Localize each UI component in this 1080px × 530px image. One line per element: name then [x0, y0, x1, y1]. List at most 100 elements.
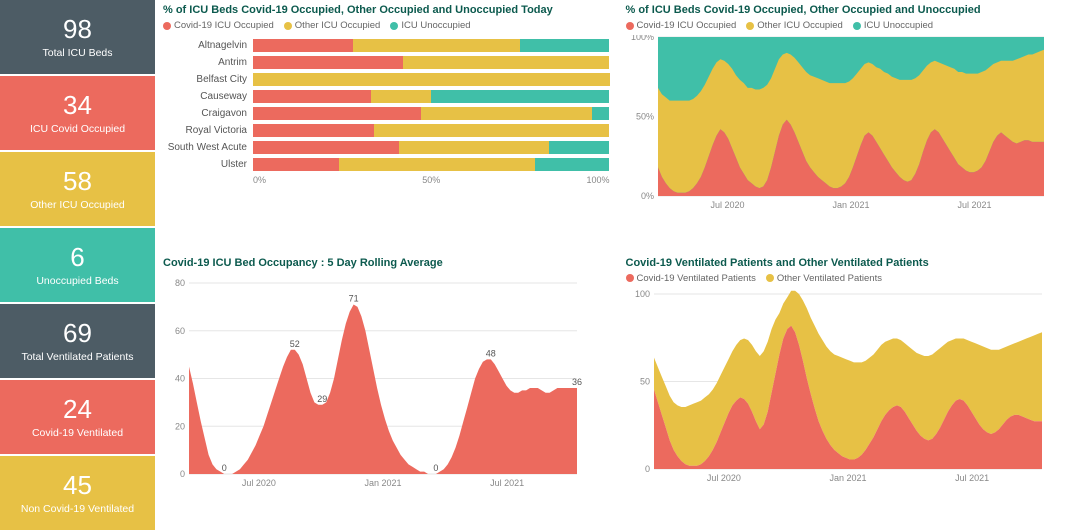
bar-segment: [253, 141, 399, 154]
svg-text:60: 60: [175, 325, 185, 335]
chart-stacked-area: % of ICU Beds Covid-19 Occupied, Other O…: [618, 0, 1080, 253]
kpi-label: Other ICU Occupied: [26, 199, 129, 211]
bar-track: [253, 107, 610, 120]
svg-text:Jul 2021: Jul 2021: [957, 200, 991, 210]
x-tick: 100%: [491, 175, 610, 185]
bar-label: Craigavon: [163, 108, 253, 119]
svg-text:Jul 2021: Jul 2021: [955, 473, 989, 483]
peak-label: 48: [486, 348, 496, 358]
legend-text: Covid-19 ICU Occupied: [174, 20, 274, 31]
bar-segment: [520, 39, 609, 52]
kpi-value: 58: [63, 167, 92, 196]
kpi-label: Non Covid-19 Ventilated: [17, 503, 138, 515]
legend-text: ICU Unoccupied: [864, 20, 933, 31]
legend-text: Covid-19 ICU Occupied: [637, 20, 737, 31]
chart-ventilated: Covid-19 Ventilated Patients and Other V…: [618, 253, 1080, 530]
legend-item: Other ICU Occupied: [284, 20, 381, 31]
kpi-label: Total ICU Beds: [38, 47, 116, 59]
bar-label: Royal Victoria: [163, 125, 253, 136]
svg-text:Jul 2020: Jul 2020: [706, 473, 740, 483]
kpi-value: 6: [70, 243, 84, 272]
bar-label: Belfast City: [163, 74, 253, 85]
x-axis: 0%50%100%: [253, 175, 610, 185]
peak-label: 52: [290, 338, 300, 348]
svg-text:80: 80: [175, 278, 185, 288]
bar-segment: [371, 90, 432, 103]
x-tick: 0%: [253, 175, 372, 185]
legend-item: ICU Unoccupied: [853, 20, 933, 31]
ventilated-svg: 050100Jul 2020Jan 2021Jul 2021: [626, 288, 1046, 483]
kpi-value: 69: [63, 319, 92, 348]
bar-segment: [253, 158, 339, 171]
bar-row: Craigavon: [163, 107, 610, 120]
svg-text:Jul 2020: Jul 2020: [710, 200, 744, 210]
kpi-label: Total Ventilated Patients: [17, 351, 137, 363]
bar-label: South West Acute: [163, 142, 253, 153]
bar-track: [253, 124, 610, 137]
legend-item: ICU Unoccupied: [390, 20, 470, 31]
bar-row: Antrim: [163, 56, 610, 69]
bar-segment: [253, 90, 371, 103]
legend-dot: [746, 22, 754, 30]
chart-title: Covid-19 Ventilated Patients and Other V…: [626, 257, 1073, 269]
peak-label: 0: [222, 463, 227, 473]
bar-segment: [339, 158, 535, 171]
kpi-1: 34ICU Covid Occupied: [0, 76, 155, 152]
legend-dot: [626, 274, 634, 282]
svg-text:50%: 50%: [635, 112, 653, 122]
bar-track: [253, 90, 610, 103]
bar-track: [253, 73, 610, 86]
legend: Covid-19 Ventilated Patients Other Ventil…: [626, 273, 1073, 284]
stacked-area-svg: 0%50%100%Jul 2020Jan 2021Jul 2021: [626, 35, 1046, 210]
peak-label: 36: [572, 377, 582, 387]
bar-segment: [431, 90, 609, 103]
legend-dot: [766, 274, 774, 282]
svg-text:50: 50: [639, 376, 649, 386]
bar-label: Ulster: [163, 159, 253, 170]
bar-segment: [592, 107, 610, 120]
chart-title: % of ICU Beds Covid-19 Occupied, Other O…: [163, 4, 610, 16]
bar-segment: [353, 39, 521, 52]
bar-segment: [421, 107, 592, 120]
bar-track: [253, 56, 610, 69]
bar-row: South West Acute: [163, 141, 610, 154]
kpi-6: 45Non Covid-19 Ventilated: [0, 456, 155, 530]
peak-label: 0: [433, 463, 438, 473]
legend-item: Other ICU Occupied: [746, 20, 843, 31]
bar-segment: [549, 141, 610, 154]
svg-text:Jul 2021: Jul 2021: [490, 478, 524, 488]
svg-text:0: 0: [644, 464, 649, 474]
legend-dot: [853, 22, 861, 30]
legend: Covid-19 ICU Occupied Other ICU Occupied I…: [626, 20, 1073, 31]
legend-item: Other Ventilated Patients: [766, 273, 882, 284]
legend-dot: [163, 22, 171, 30]
bar-segment: [403, 56, 610, 69]
kpi-4: 69 Total Ventilated Patients: [0, 304, 155, 380]
kpi-value: 24: [63, 395, 92, 424]
kpi-value: 98: [63, 15, 92, 44]
rolling-avg-svg: 020406080052297104836Jul 2020Jan 2021Jul…: [163, 273, 583, 488]
bar-segment: [253, 124, 374, 137]
bar-track: [253, 158, 610, 171]
bar-row: Belfast City: [163, 73, 610, 86]
kpi-value: 34: [63, 91, 92, 120]
legend-text: Other Ventilated Patients: [777, 273, 882, 284]
bar-label: Causeway: [163, 91, 253, 102]
bar-row: Altnagelvin: [163, 39, 610, 52]
bar-segment: [253, 107, 421, 120]
kpi-label: Covid-19 Ventilated: [28, 427, 127, 439]
legend-item: Covid-19 ICU Occupied: [163, 20, 274, 31]
bar-segment: [253, 73, 610, 86]
svg-text:20: 20: [175, 421, 185, 431]
svg-text:100: 100: [634, 289, 649, 299]
bar-track: [253, 39, 610, 52]
bar-row: Ulster: [163, 158, 610, 171]
legend-text: Other ICU Occupied: [757, 20, 843, 31]
bar-segment: [374, 124, 609, 137]
legend-item: Covid-19 Ventilated Patients: [626, 273, 756, 284]
bar-row: Royal Victoria: [163, 124, 610, 137]
kpi-5: 24 Covid-19 Ventilated: [0, 380, 155, 456]
svg-text:100%: 100%: [630, 35, 653, 42]
svg-text:0: 0: [180, 469, 185, 479]
bar-segment: [253, 56, 403, 69]
